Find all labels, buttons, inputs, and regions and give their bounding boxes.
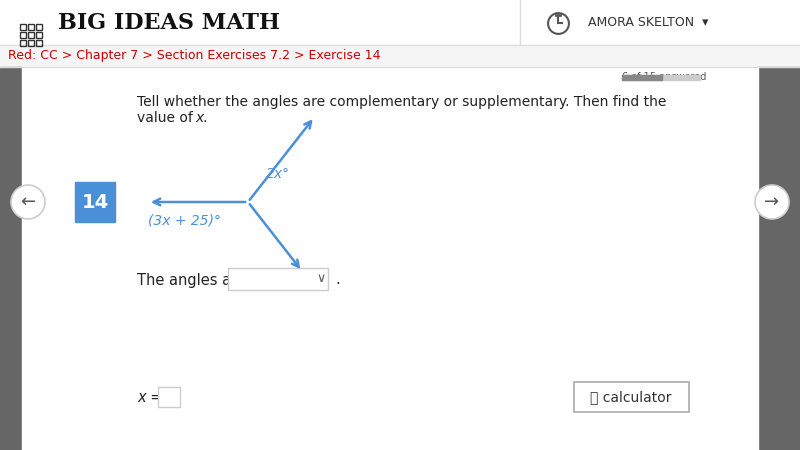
Bar [20, 32, 26, 38]
Text: ∨: ∨ [317, 273, 326, 285]
Bar [622, 75, 662, 80]
Text: →: → [765, 193, 779, 211]
Bar [28, 40, 34, 46]
Text: x =: x = [137, 391, 162, 405]
Bar [0, 0, 800, 45]
Text: Red: CC > Chapter 7 > Section Exercises 7.2 > Exercise 14: Red: CC > Chapter 7 > Section Exercises … [8, 50, 381, 63]
Bar [622, 75, 700, 80]
Bar [75, 182, 115, 222]
Text: .: . [202, 111, 206, 125]
Bar [20, 24, 26, 30]
Text: 14: 14 [82, 193, 109, 212]
Text: AMORA SKELTON  ▾: AMORA SKELTON ▾ [588, 17, 708, 30]
Text: Tell whether the angles are complementary or supplementary. Then find the: Tell whether the angles are complementar… [137, 95, 666, 109]
Text: 6 of 15 answered: 6 of 15 answered [622, 72, 706, 82]
Bar [36, 40, 42, 46]
Text: 2x°: 2x° [266, 167, 290, 181]
Bar [758, 67, 800, 450]
Bar [0, 45, 800, 67]
Text: (3x + 25)°: (3x + 25)° [148, 213, 221, 227]
Text: .: . [335, 273, 340, 288]
Text: value of: value of [137, 111, 198, 125]
Bar [36, 32, 42, 38]
Text: ⌹ calculator: ⌹ calculator [590, 390, 672, 404]
Bar [20, 40, 26, 46]
Bar [22, 67, 758, 450]
Text: The angles are: The angles are [137, 273, 246, 288]
Bar [28, 32, 34, 38]
Bar [574, 382, 689, 412]
Bar [228, 268, 328, 290]
Text: ←: ← [21, 193, 35, 211]
Bar [28, 24, 34, 30]
Text: BIG IDEAS MATH: BIG IDEAS MATH [58, 12, 280, 34]
Bar [158, 387, 180, 407]
Circle shape [755, 185, 789, 219]
Text: x: x [195, 111, 203, 125]
Circle shape [11, 185, 45, 219]
Bar [0, 67, 22, 450]
Bar [36, 24, 42, 30]
Bar [118, 80, 718, 385]
